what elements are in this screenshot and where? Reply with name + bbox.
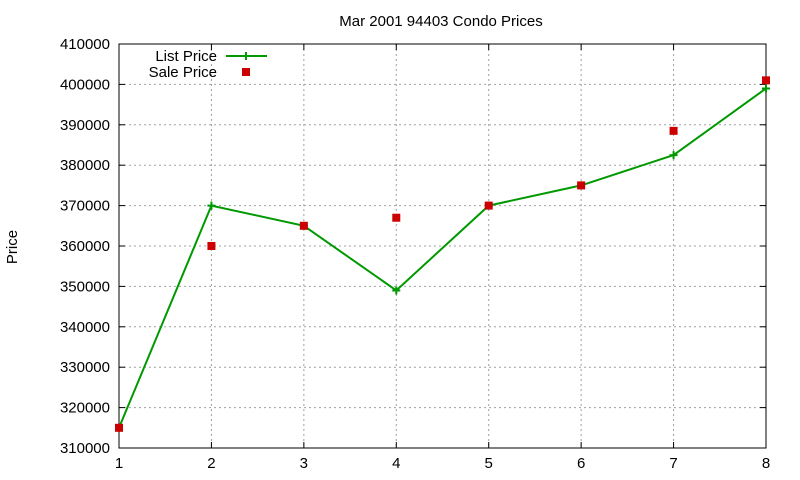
- x-tick-label: 2: [207, 455, 215, 472]
- list-price-point: [207, 201, 216, 210]
- axis-ticks: 310000 320000 330000 340000 350000 360000 3700…: [60, 36, 770, 472]
- chart-title: Mar 2001 94403 Condo Prices: [339, 13, 542, 30]
- x-tick-label: 5: [485, 455, 493, 472]
- y-tick-label: 400000: [60, 76, 110, 93]
- y-tick-label: 390000: [60, 117, 110, 134]
- y-tick-label: 340000: [60, 319, 110, 336]
- list-price-line: [118, 87, 767, 429]
- plot-area-frame: [118, 43, 767, 449]
- y-tick-label: 320000: [60, 400, 110, 417]
- series-list-price: [115, 84, 770, 432]
- sale-price-point: [484, 201, 493, 210]
- legend-plus-swatch: [242, 52, 250, 60]
- y-axis-label: Price: [4, 230, 21, 264]
- sale-price-point: [299, 221, 308, 230]
- y-tick-label: 360000: [60, 238, 110, 255]
- sale-price-point: [207, 242, 216, 250]
- legend-label: List Price: [155, 48, 217, 65]
- x-tick-label: 1: [115, 455, 123, 472]
- list-price-point: [392, 286, 401, 295]
- x-tick-label: 6: [577, 455, 585, 472]
- x-tick-label: 7: [669, 455, 677, 472]
- legend-label: Sale Price: [149, 64, 217, 81]
- y-tick-label: 410000: [60, 36, 110, 53]
- y-tick-label: 310000: [60, 440, 110, 457]
- sale-price-point: [762, 76, 770, 85]
- sale-price-point: [392, 213, 401, 222]
- list-price-point: [669, 151, 678, 160]
- sale-price-point: [115, 423, 123, 432]
- sale-price-point: [669, 126, 678, 135]
- y-tick-label: 370000: [60, 198, 110, 215]
- y-tick-label: 330000: [60, 359, 110, 376]
- x-tick-label: 8: [762, 455, 770, 472]
- x-tick-label: 3: [300, 455, 308, 472]
- series-layer: [115, 76, 770, 432]
- y-tick-label: 380000: [60, 157, 110, 174]
- legend-square-swatch: [242, 68, 250, 76]
- list-price-point: [762, 84, 770, 93]
- grid-lines: [119, 44, 766, 448]
- y-tick-label: 350000: [60, 278, 110, 295]
- series-sale-price: [115, 76, 770, 432]
- x-tick-label: 4: [392, 455, 400, 472]
- sale-price-point: [577, 181, 586, 190]
